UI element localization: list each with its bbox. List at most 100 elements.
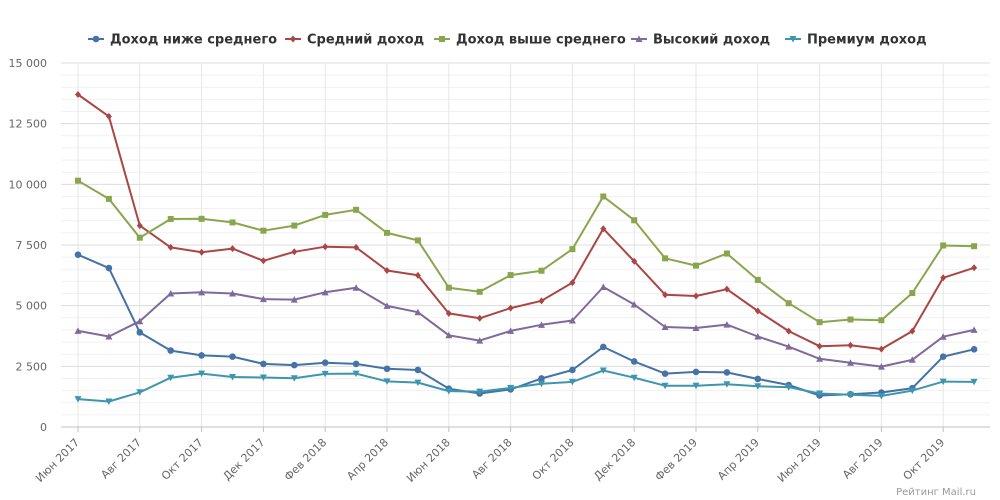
data-point[interactable]	[136, 234, 143, 241]
data-point[interactable]	[383, 378, 391, 385]
legend-item[interactable]: Доход выше среднего	[434, 33, 626, 48]
data-point[interactable]	[353, 243, 360, 251]
data-point[interactable]	[229, 374, 236, 381]
data-point[interactable]	[785, 343, 793, 350]
data-point[interactable]	[940, 242, 947, 249]
data-point[interactable]	[352, 360, 360, 368]
data-point[interactable]	[290, 296, 298, 303]
data-point[interactable]	[692, 368, 700, 376]
legend-item[interactable]: Средний доход	[285, 33, 424, 48]
data-point[interactable]	[322, 211, 329, 218]
data-point[interactable]	[661, 370, 669, 377]
data-point[interactable]	[75, 91, 81, 99]
data-point[interactable]	[630, 300, 638, 308]
data-point[interactable]	[167, 216, 174, 223]
data-point[interactable]	[384, 266, 390, 274]
data-point[interactable]	[723, 285, 730, 293]
data-point[interactable]	[754, 383, 762, 390]
data-point[interactable]	[785, 327, 792, 335]
data-point[interactable]	[877, 392, 885, 400]
data-point[interactable]	[693, 262, 699, 269]
data-point[interactable]	[939, 333, 947, 340]
data-point[interactable]	[105, 264, 113, 272]
data-point[interactable]	[198, 352, 205, 359]
data-point[interactable]	[414, 308, 422, 316]
data-point[interactable]	[136, 222, 143, 230]
data-point[interactable]	[847, 391, 854, 399]
data-point[interactable]	[754, 276, 761, 283]
data-point[interactable]	[476, 337, 484, 344]
data-point[interactable]	[816, 355, 824, 362]
data-point[interactable]	[569, 279, 576, 287]
data-point[interactable]	[538, 375, 545, 382]
data-point[interactable]	[600, 225, 607, 233]
data-point[interactable]	[662, 291, 669, 299]
data-point[interactable]	[723, 250, 730, 257]
data-point[interactable]	[971, 243, 978, 250]
data-point[interactable]	[599, 283, 607, 290]
data-point[interactable]	[816, 342, 823, 350]
data-point[interactable]	[599, 367, 607, 374]
data-point[interactable]	[322, 243, 329, 251]
data-point[interactable]	[909, 327, 916, 335]
data-point[interactable]	[476, 388, 484, 396]
data-point[interactable]	[816, 390, 824, 398]
data-point[interactable]	[569, 366, 576, 374]
data-point[interactable]	[600, 343, 607, 351]
data-point[interactable]	[445, 309, 452, 317]
data-point[interactable]	[198, 370, 206, 378]
data-point[interactable]	[538, 267, 545, 274]
data-point[interactable]	[971, 264, 978, 272]
data-point[interactable]	[291, 222, 298, 229]
legend-item[interactable]: Высокий доход	[631, 33, 770, 48]
data-point[interactable]	[414, 237, 421, 244]
legend-marker[interactable]	[439, 36, 445, 42]
data-point[interactable]	[75, 177, 81, 184]
data-point[interactable]	[630, 358, 638, 365]
data-point[interactable]	[229, 219, 236, 226]
data-point[interactable]	[445, 388, 453, 395]
data-point[interactable]	[321, 359, 329, 366]
data-point[interactable]	[816, 319, 823, 326]
data-point[interactable]	[259, 295, 267, 303]
data-point[interactable]	[970, 378, 978, 386]
data-point[interactable]	[74, 396, 82, 403]
data-point[interactable]	[291, 248, 298, 256]
data-point[interactable]	[383, 365, 391, 373]
data-point[interactable]	[507, 327, 515, 334]
data-point[interactable]	[507, 304, 514, 312]
data-point[interactable]	[105, 195, 112, 202]
data-point[interactable]	[507, 384, 515, 392]
data-point[interactable]	[661, 323, 669, 331]
data-point[interactable]	[352, 284, 360, 291]
data-point[interactable]	[414, 379, 422, 387]
data-point[interactable]	[538, 380, 545, 388]
data-point[interactable]	[631, 257, 638, 265]
data-point[interactable]	[167, 374, 175, 382]
data-point[interactable]	[692, 382, 700, 390]
data-point[interactable]	[538, 321, 545, 328]
data-point[interactable]	[693, 292, 699, 300]
data-point[interactable]	[414, 271, 421, 279]
data-point[interactable]	[569, 246, 576, 253]
data-point[interactable]	[74, 327, 82, 334]
legend-marker[interactable]	[635, 35, 643, 43]
data-point[interactable]	[692, 324, 700, 331]
data-point[interactable]	[260, 360, 267, 368]
data-point[interactable]	[939, 353, 947, 360]
data-point[interactable]	[229, 353, 236, 360]
legend-marker[interactable]	[92, 35, 100, 43]
data-point[interactable]	[260, 227, 267, 234]
data-point[interactable]	[259, 374, 267, 381]
series-line[interactable]	[77, 369, 976, 403]
data-point[interactable]	[384, 229, 390, 236]
series-line[interactable]	[77, 179, 976, 324]
series-line[interactable]	[77, 253, 976, 397]
data-point[interactable]	[785, 384, 793, 391]
data-point[interactable]	[167, 243, 174, 251]
data-point[interactable]	[198, 248, 205, 256]
data-point[interactable]	[661, 382, 669, 390]
legend-marker[interactable]	[789, 36, 797, 43]
data-point[interactable]	[568, 378, 576, 386]
data-point[interactable]	[321, 288, 329, 296]
